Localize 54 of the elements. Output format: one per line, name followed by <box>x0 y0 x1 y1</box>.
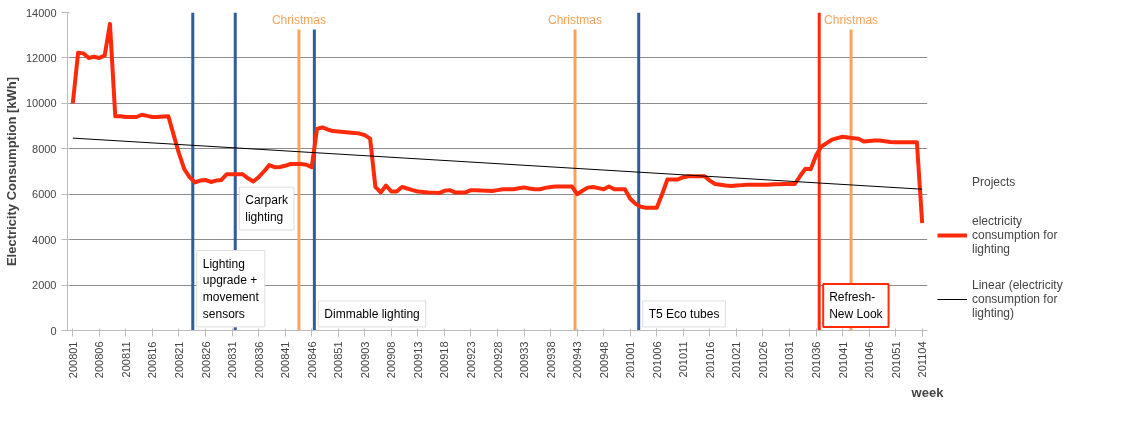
y-tick-label: 4000 <box>32 233 57 246</box>
y-tick-label: 10000 <box>25 97 57 110</box>
x-tick-label: 200846 <box>305 341 318 379</box>
y-tick-label: 14000 <box>25 6 57 19</box>
x-tick-label: 200841 <box>279 341 292 379</box>
x-tick-label: 201001 <box>624 341 637 379</box>
x-tick-label: 200923 <box>464 341 477 379</box>
x-tick-label: 200938 <box>544 341 557 379</box>
legend-title: Projects <box>972 175 1016 189</box>
y-tick-label: 2000 <box>32 279 57 292</box>
x-tick-label: 200801 <box>66 341 79 379</box>
x-tick-label: 201006 <box>650 341 663 379</box>
x-tick-label: 201046 <box>863 341 876 379</box>
y-tick-label: 0 <box>50 324 57 337</box>
x-tick-label: 200811 <box>119 341 132 378</box>
x-tick-label: 201051 <box>889 341 902 379</box>
x-tick-label: 201041 <box>836 341 849 379</box>
x-tick-label: 201016 <box>703 341 716 379</box>
x-tick-label: 200851 <box>332 341 345 379</box>
annotation: Lighting upgrade + movement sensors <box>202 256 260 321</box>
annotation: Carpark lighting <box>245 193 289 224</box>
x-tick-label: 200908 <box>385 341 398 379</box>
y-tick-label: 8000 <box>32 142 57 155</box>
x-tick-label: 201036 <box>810 341 823 379</box>
annotation: T5 Eco tubes <box>648 306 720 321</box>
x-tick-label: 200928 <box>491 341 504 379</box>
x-tick-label: 200903 <box>358 341 371 379</box>
legend-label: electricity consumption for lighting <box>972 214 1058 256</box>
annotation: Christmas <box>548 13 603 28</box>
annotation: Christmas <box>271 13 326 28</box>
annotation: Christmas <box>824 13 879 28</box>
x-tick-label: 200918 <box>438 341 451 379</box>
x-tick-label: 201104 <box>916 341 929 378</box>
x-tick-label: 200913 <box>411 341 424 379</box>
x-tick-label: 201021 <box>730 341 743 379</box>
y-axis-title: Electricity Consumption [kWh] <box>3 76 19 267</box>
x-tick-label: 201011 <box>677 341 690 378</box>
x-tick-label: 201031 <box>783 341 796 379</box>
x-tick-label: 200816 <box>146 341 159 379</box>
x-tick-label: 200836 <box>252 341 265 379</box>
x-tick-label: 200831 <box>226 341 239 379</box>
x-tick-label: 200948 <box>597 341 610 379</box>
x-tick-label: 200826 <box>199 341 212 379</box>
x-tick-label: 201026 <box>756 341 769 379</box>
x-tick-label: 200821 <box>172 341 185 379</box>
x-tick-label: 200943 <box>571 341 584 379</box>
annotation: Refresh-New Look <box>829 290 884 321</box>
x-axis-title: week <box>910 385 945 401</box>
y-tick-label: 12000 <box>25 51 57 64</box>
legend-label: Linear (electricity consumption for lighting) <box>972 278 1063 320</box>
y-tick-label: 6000 <box>32 188 57 201</box>
x-tick-label: 200933 <box>518 341 531 379</box>
annotation: Dimmable lighting <box>324 306 420 321</box>
x-tick-label: 200806 <box>93 341 106 379</box>
